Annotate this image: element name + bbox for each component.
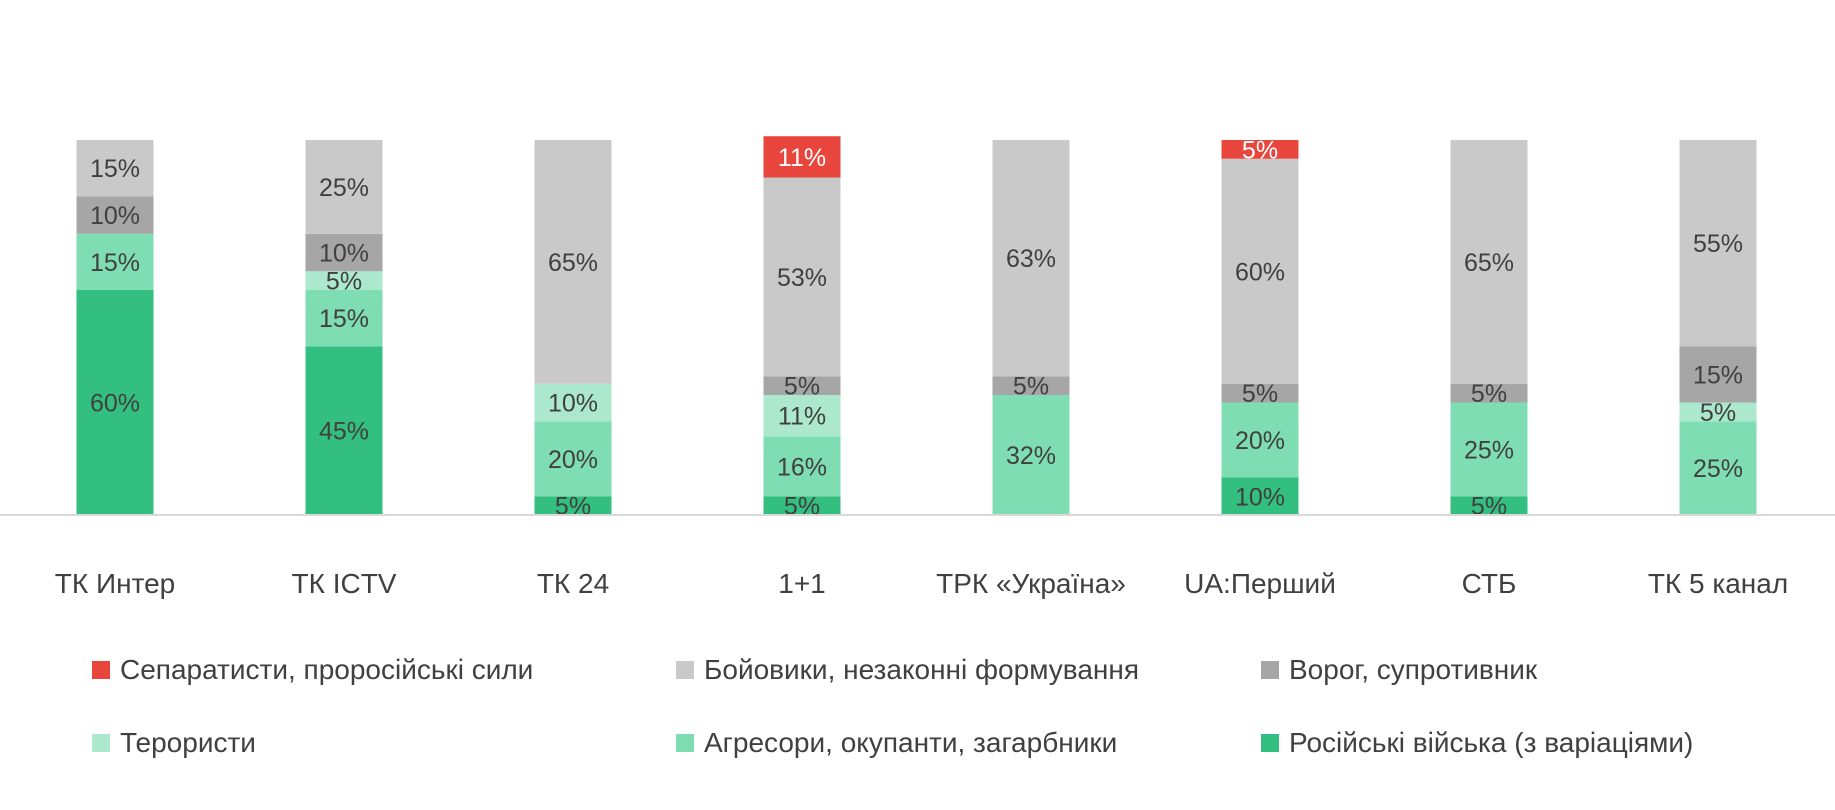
bar-segment-7-5 [1450,140,1528,384]
bar-segment-2-4 [305,233,383,272]
bar-segment-8-3 [1679,402,1757,422]
bar-segment-3-1 [534,496,612,515]
data-label-8-2: 25% [1693,455,1743,483]
data-label-2-3: 5% [326,268,362,296]
data-label-6-5: 60% [1235,258,1285,286]
bar-segment-4-4 [763,376,841,395]
bar-segment-7-2 [1450,402,1528,497]
data-label-4-1: 5% [784,493,820,521]
bar-segment-2-2 [305,290,383,347]
bar-segment-4-6 [763,136,841,178]
data-label-8-3: 5% [1700,399,1736,427]
bar-segment-3-2 [534,421,612,497]
data-label-5-4: 5% [1013,373,1049,401]
x-tick-label-1: ТК Интер [55,568,175,599]
x-axis-labels: ТК Интер ТК ICTV ТК 24 1+1 ТРК «Україна» UA:П… [55,568,1788,599]
bar-segment-6-5 [1221,158,1299,384]
data-label-3-2: 20% [548,446,598,474]
x-tick-label-3: ТК 24 [537,568,609,599]
bar-segment-7-1 [1450,496,1528,515]
data-label-6-2: 20% [1235,427,1285,455]
data-label-4-2: 16% [777,453,827,481]
data-label-6-4: 5% [1242,380,1278,408]
bar-segment-6-1 [1221,477,1299,515]
data-label-3-5: 65% [548,249,598,277]
bar-segment-1-5 [76,140,154,197]
x-tick-label-7: СТБ [1462,568,1517,599]
bar-segment-3-5 [534,140,612,384]
x-tick-label-8: ТК 5 канал [1648,568,1788,599]
bar-segment-1-1 [76,290,154,515]
data-label-2-1: 45% [319,418,369,446]
bar-segment-1-2 [76,233,154,290]
data-label-2-5: 25% [319,174,369,202]
bar-segment-5-4 [992,376,1070,395]
bar-segment-8-2 [1679,421,1757,515]
data-label-4-6: 11% [778,144,826,172]
data-label-1-1: 60% [90,390,140,418]
data-label-7-4: 5% [1471,380,1507,408]
bar-segment-2-5 [305,140,383,234]
x-tick-label-4: 1+1 [778,568,826,599]
data-label-4-4: 5% [784,373,820,401]
bar-segment-6-2 [1221,402,1299,478]
data-label-3-3: 10% [548,390,598,418]
x-tick-label-2: ТК ICTV [292,568,397,599]
data-label-5-5: 63% [1006,245,1056,273]
data-label-8-4: 15% [1693,361,1743,389]
bar-segment-2-3 [305,271,383,290]
bar-segment-8-5 [1679,140,1757,347]
data-label-1-4: 10% [90,202,140,230]
data-label-7-1: 5% [1471,493,1507,521]
data-label-1-2: 15% [90,249,140,277]
bar-segment-8-4 [1679,346,1757,403]
bar-segment-6-4 [1221,383,1299,403]
bar-segment-4-2 [763,436,841,497]
bars-group: 60%15%10%15%45%15%5%10%25%5%20%10%65%5%1… [76,136,1757,521]
bar-segment-5-5 [992,140,1070,377]
bar-segment-4-1 [763,496,841,515]
bar-segment-5-2 [992,395,1070,515]
data-label-4-5: 53% [777,264,827,292]
data-label-8-5: 55% [1693,230,1743,258]
data-label-2-4: 10% [319,240,369,268]
bar-segment-7-4 [1450,383,1528,403]
bar-segment-3-3 [534,383,612,422]
x-tick-label-5: ТРК «Україна» [936,568,1126,599]
data-label-6-1: 10% [1235,483,1285,511]
data-label-5-2: 32% [1006,442,1056,470]
x-tick-label-6: UA:Перший [1184,568,1336,599]
bar-segment-4-5 [763,177,841,377]
data-label-1-5: 15% [90,155,140,183]
bar-segment-4-3 [763,395,841,437]
bar-segment-6-6 [1221,140,1299,159]
bar-segment-1-4 [76,196,154,234]
data-label-2-2: 15% [319,305,369,333]
data-label-7-5: 65% [1464,249,1514,277]
data-label-7-2: 25% [1464,436,1514,464]
data-label-4-3: 11% [778,403,826,431]
data-label-6-6: 5% [1242,136,1278,164]
bar-segment-2-1 [305,346,383,515]
data-label-3-1: 5% [555,493,591,521]
